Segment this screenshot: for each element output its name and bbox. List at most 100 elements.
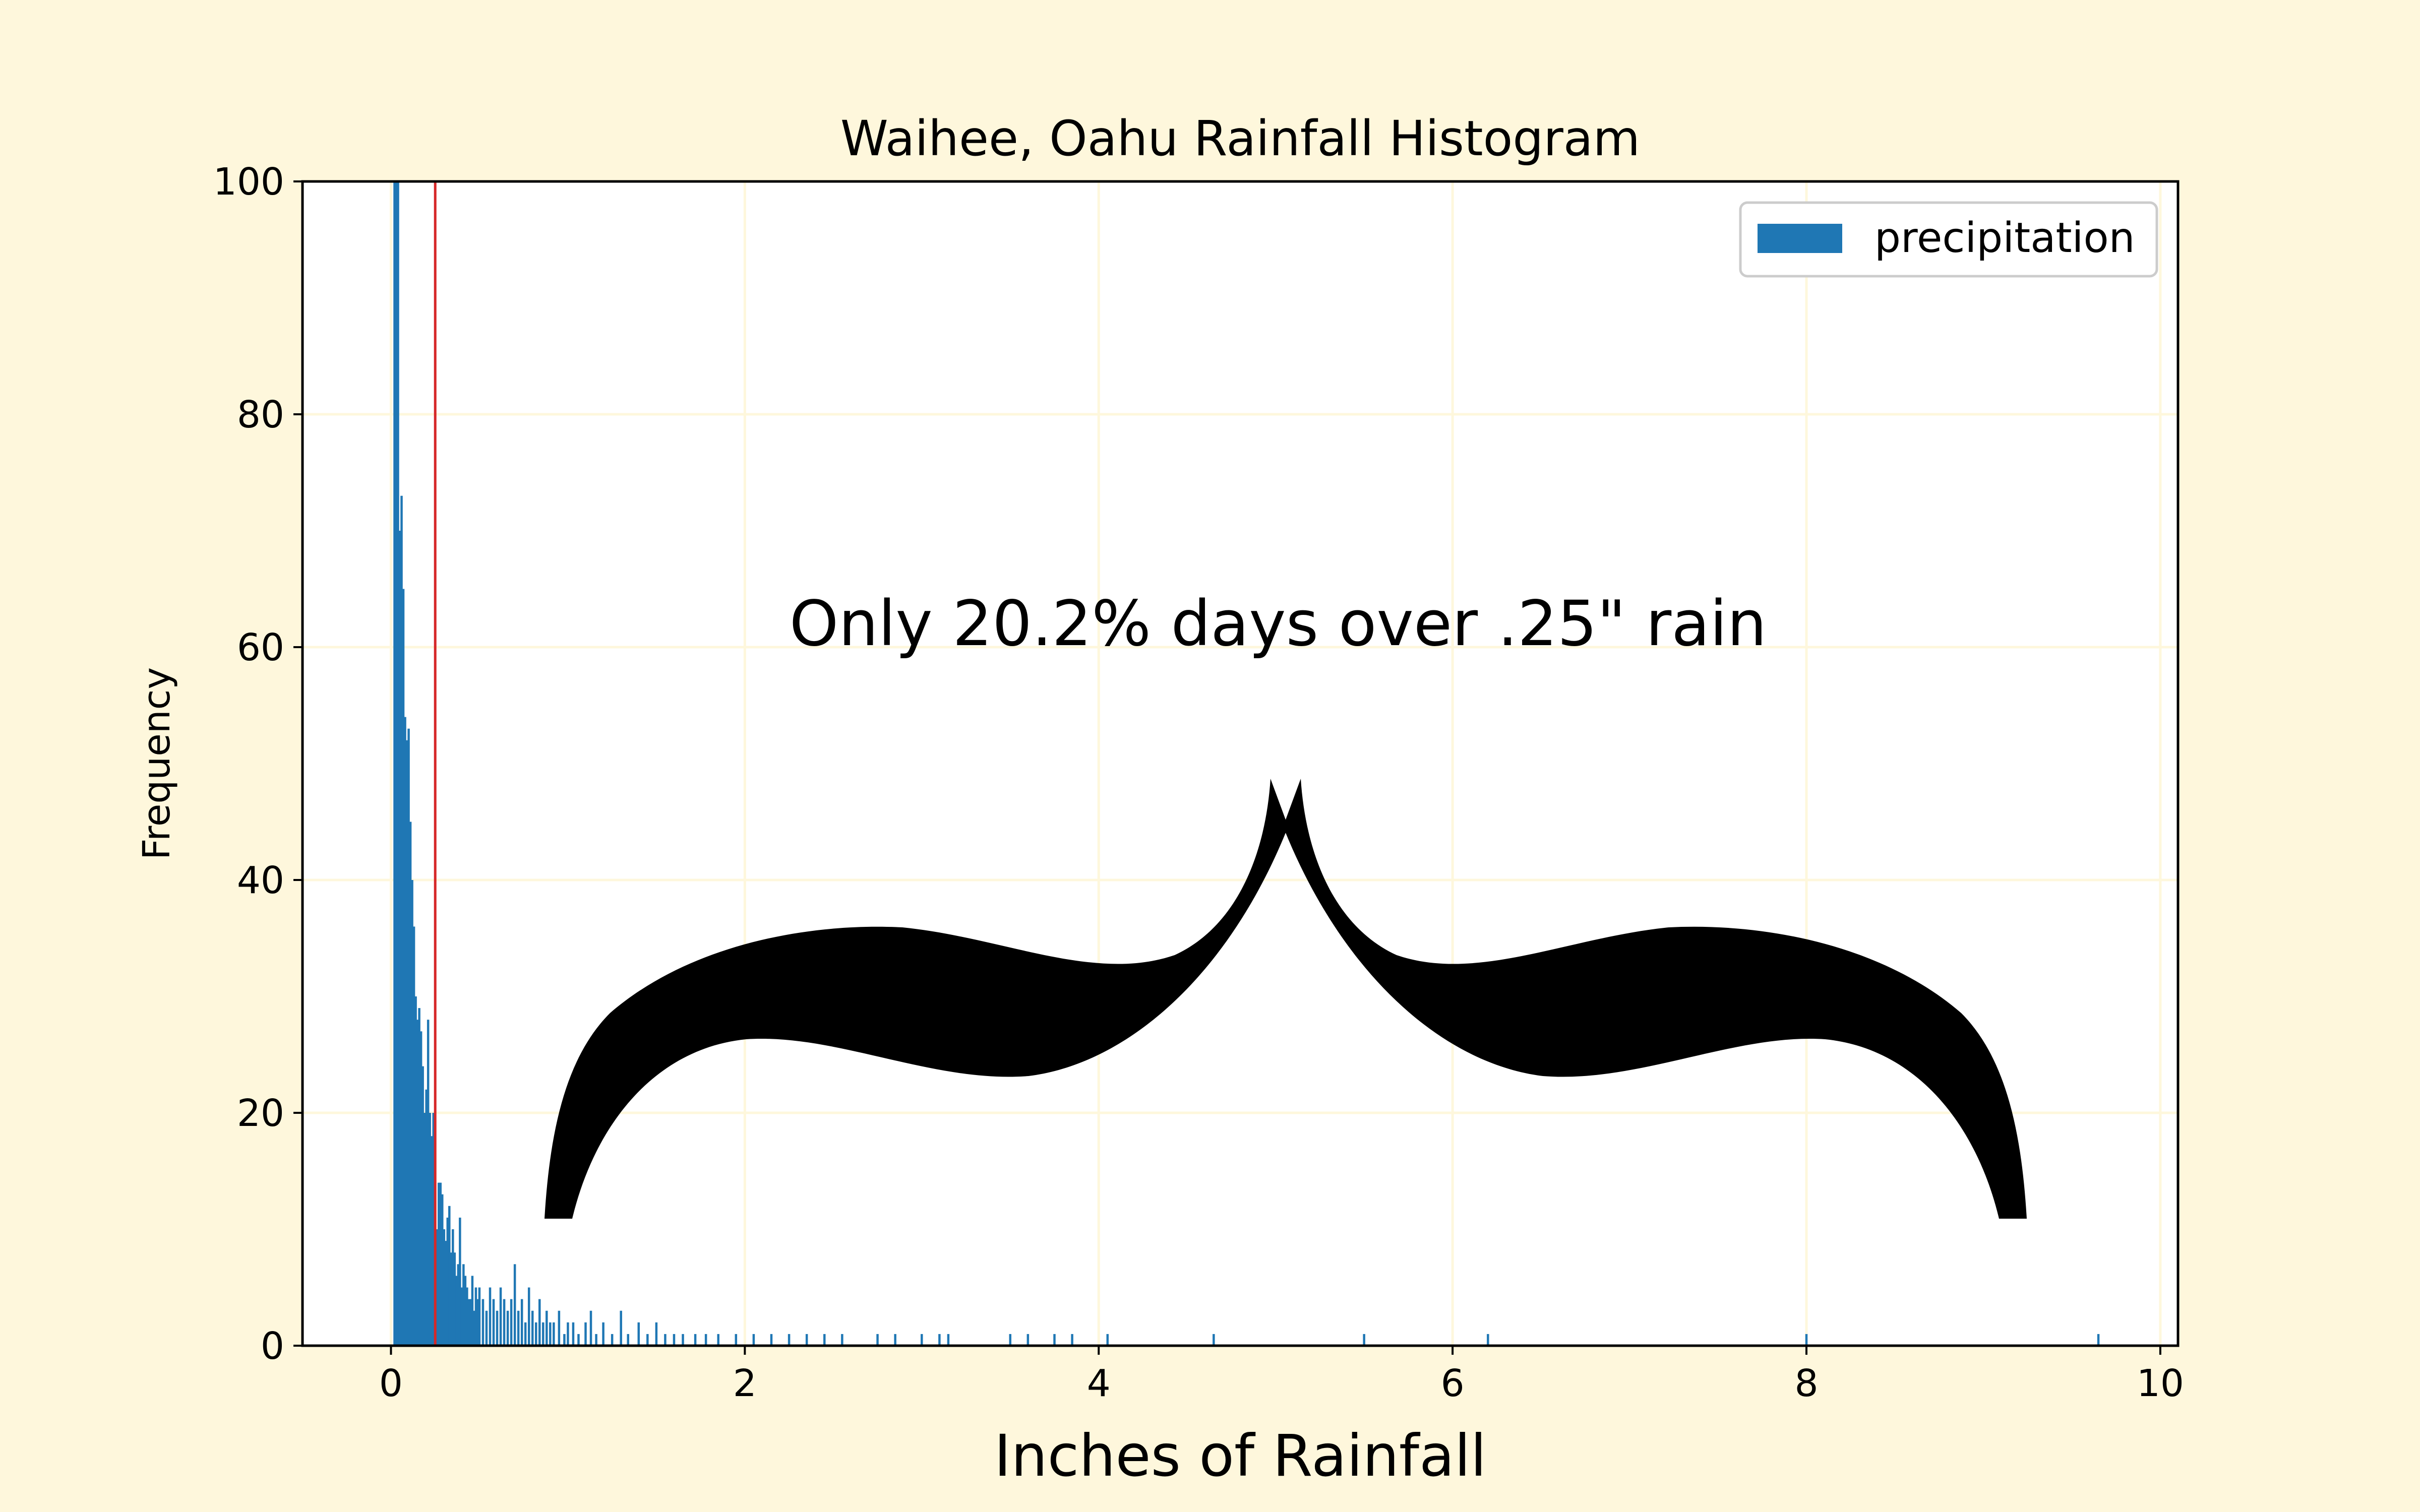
histogram-bar: [620, 1310, 622, 1346]
histogram-bar: [1053, 1334, 1056, 1346]
histogram-bar: [553, 1322, 555, 1346]
histogram-bar: [441, 1194, 444, 1346]
histogram-bar: [527, 1287, 530, 1346]
histogram-bar: [577, 1334, 580, 1346]
histogram-bar: [418, 1008, 420, 1346]
histogram-bar: [439, 1182, 442, 1346]
histogram-bar: [404, 717, 406, 1346]
histogram-bar: [655, 1322, 658, 1346]
histogram-bar: [443, 1229, 446, 1346]
histogram-bar: [2097, 1334, 2100, 1346]
histogram-bar: [637, 1322, 640, 1346]
histogram-bar: [538, 1299, 541, 1346]
histogram-bar: [485, 1310, 488, 1346]
histogram-bar: [450, 1252, 453, 1346]
histogram-bar: [496, 1310, 499, 1346]
histogram-bar: [595, 1334, 597, 1346]
plot-frame: [301, 180, 2180, 1347]
y-tick-label: 60: [237, 626, 284, 669]
x-tick-label: 10: [2137, 1362, 2184, 1405]
histogram-bar: [411, 880, 413, 1346]
histogram-bar: [412, 926, 415, 1346]
histogram-bar: [510, 1299, 513, 1346]
histogram-bar: [430, 1136, 433, 1346]
x-tick-label: 6: [1441, 1362, 1465, 1405]
histogram-bar: [876, 1334, 879, 1346]
histogram-bar: [464, 1276, 467, 1346]
histogram-bar: [673, 1334, 676, 1346]
histogram-bar: [478, 1287, 481, 1346]
x-axis-ticks: 0 2 4 6 8 10: [379, 1346, 2184, 1405]
histogram-bar: [448, 1206, 451, 1346]
histogram-bar: [445, 1241, 447, 1346]
y-tick-label: 0: [261, 1325, 284, 1368]
histogram-bar: [1487, 1334, 1489, 1346]
histogram-bar: [938, 1334, 941, 1346]
y-tick-label: 100: [213, 160, 284, 204]
histogram-bar: [694, 1334, 697, 1346]
histogram-bar: [474, 1287, 477, 1346]
y-tick-label: 20: [237, 1092, 284, 1135]
histogram-bar: [531, 1310, 534, 1346]
histogram-bar: [503, 1299, 506, 1346]
histogram-bar: [423, 1113, 426, 1346]
curly-brace-left: [544, 779, 1288, 1219]
histogram-bar: [400, 495, 403, 1346]
plot-area: [302, 181, 2178, 1346]
histogram-bar: [395, 181, 398, 1346]
histogram-bar: [894, 1334, 896, 1346]
histogram-bar: [427, 1020, 430, 1346]
histogram-bar: [467, 1299, 470, 1346]
histogram-bar: [416, 1020, 419, 1346]
legend-box: [1739, 201, 2158, 278]
histogram-bar: [429, 1113, 431, 1346]
curly-brace-right: [1283, 779, 2027, 1219]
legend: precipitation: [1739, 201, 2158, 278]
histogram-bar: [841, 1334, 843, 1346]
histogram-bar: [393, 181, 396, 1346]
histogram-bar: [1363, 1334, 1365, 1346]
histogram-bar: [682, 1334, 684, 1346]
histogram-bar: [1009, 1334, 1012, 1346]
histogram-bar: [437, 1182, 440, 1346]
histogram-bar: [402, 589, 405, 1346]
histogram-bar: [823, 1334, 826, 1346]
chart-title: Waihee, Oahu Rainfall Histogram: [840, 110, 1640, 167]
histogram-bar: [446, 1217, 449, 1346]
legend-label: precipitation: [1874, 214, 2135, 262]
histogram-bar: [398, 531, 401, 1346]
histogram-bar: [646, 1334, 649, 1346]
histogram-bar: [492, 1299, 495, 1346]
histogram-bar: [457, 1264, 460, 1346]
annotation-text: Only 20.2% days over .25" rain: [790, 588, 1767, 660]
y-tick-label: 40: [237, 859, 284, 902]
histogram-bar: [473, 1310, 475, 1346]
histogram-bar: [1026, 1334, 1030, 1346]
histogram-bar: [602, 1322, 604, 1346]
histogram-bar: [546, 1310, 548, 1346]
histogram-bar: [788, 1334, 791, 1346]
histogram-bar: [405, 740, 408, 1346]
histogram-bar: [459, 1217, 461, 1346]
histogram-bar: [524, 1322, 527, 1346]
histogram-bar: [460, 1287, 463, 1346]
histogram-bar: [453, 1252, 456, 1346]
histogram-bar: [549, 1322, 552, 1346]
histogram-bar: [704, 1334, 707, 1346]
histogram-bar: [567, 1322, 569, 1346]
histogram-bar: [432, 1113, 435, 1346]
curly-brace-shape: [544, 779, 2027, 1219]
histogram-bar: [466, 1287, 468, 1346]
y-axis-label: Frequency: [135, 667, 178, 860]
histogram-bar: [476, 1299, 479, 1346]
histogram-bar: [664, 1334, 667, 1346]
histogram-bar: [1071, 1334, 1073, 1346]
histogram-bar: [534, 1322, 537, 1346]
histogram-bar: [1106, 1334, 1109, 1346]
histogram-bar: [572, 1322, 575, 1346]
y-tick-label: 80: [237, 393, 284, 436]
histogram-bar: [542, 1322, 544, 1346]
histogram-bar: [520, 1299, 523, 1346]
histogram-bars: [393, 181, 2100, 1346]
